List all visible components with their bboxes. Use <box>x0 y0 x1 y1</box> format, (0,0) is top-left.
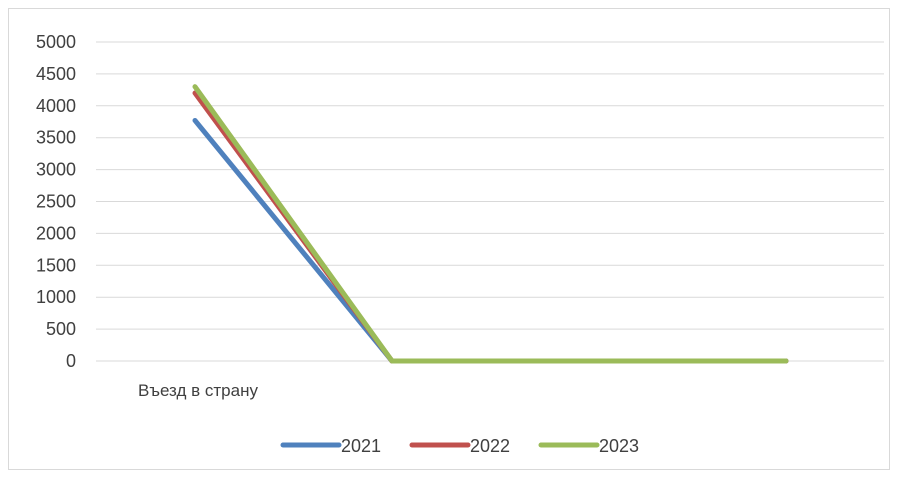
data-point-2023 <box>194 85 196 88</box>
data-point-2023 <box>588 360 590 362</box>
data-point-2023 <box>391 360 393 362</box>
y-tick-label: 2000 <box>36 223 76 243</box>
chart-frame <box>8 8 890 470</box>
series-line-2021 <box>192 117 789 364</box>
y-tick-label: 500 <box>46 319 76 339</box>
y-tick-label: 1500 <box>36 255 76 275</box>
series-line-2023 <box>192 84 789 364</box>
y-tick-label: 3500 <box>36 128 76 148</box>
legend: 2021 2022 2023 <box>280 436 639 456</box>
x-category-label: Въезд в страну <box>138 381 258 400</box>
y-tick-label: 2500 <box>36 192 76 212</box>
gridlines <box>96 41 884 362</box>
y-tick-label: 4000 <box>36 96 76 116</box>
data-point-2022 <box>194 92 196 95</box>
series-lines <box>192 84 789 364</box>
legend-label-2023: 2023 <box>599 436 639 456</box>
legend-label-2021: 2021 <box>341 436 381 456</box>
legend-label-2022: 2022 <box>470 436 510 456</box>
y-tick-label: 1000 <box>36 287 76 307</box>
data-point-2023 <box>785 360 787 362</box>
y-tick-label: 4500 <box>36 64 76 84</box>
y-tick-label: 3000 <box>36 160 76 180</box>
y-tick-label: 5000 <box>36 32 76 52</box>
x-axis-category-labels: Въезд в страну <box>138 381 258 400</box>
data-point-2021 <box>194 119 196 122</box>
y-axis-tick-labels: 0 500 1000 1500 2000 2500 3000 3500 4000 4500 5000 <box>36 32 76 371</box>
y-tick-label: 0 <box>66 351 76 371</box>
